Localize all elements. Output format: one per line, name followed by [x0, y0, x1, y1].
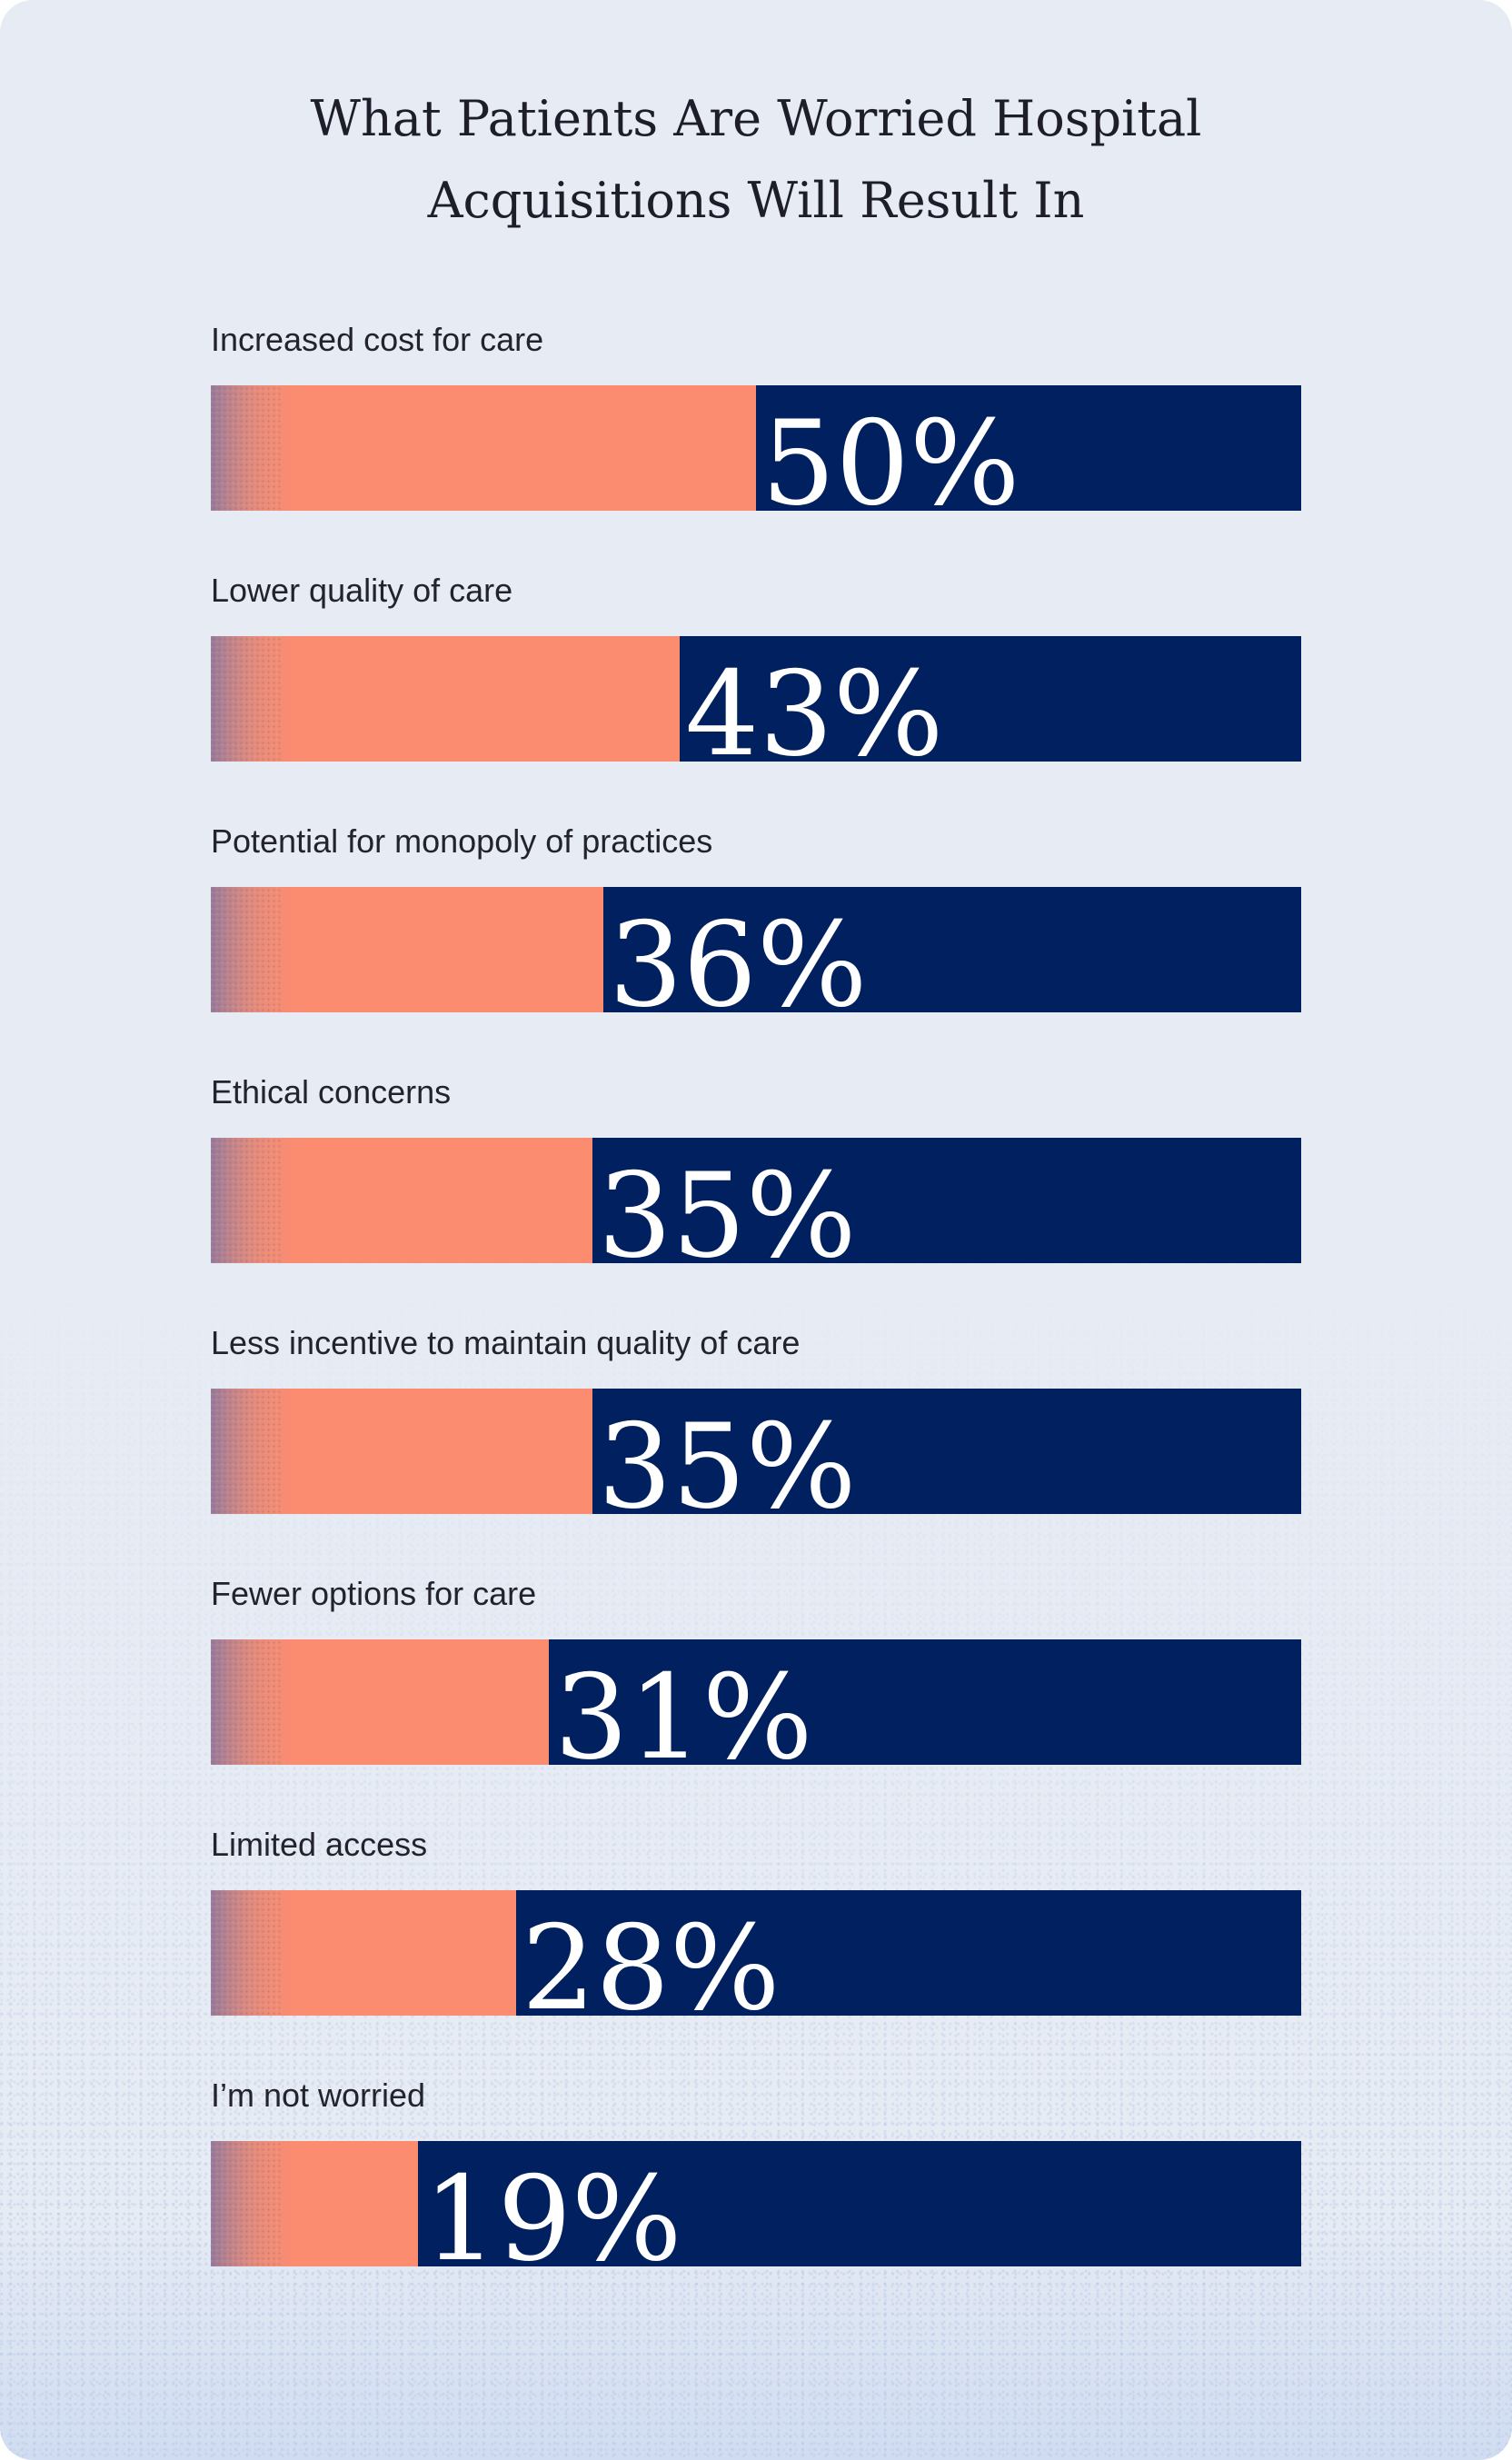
- chart-title-line-1: What Patients Are Worried Hospital: [310, 90, 1202, 147]
- bar-grain-dots: [211, 887, 281, 1012]
- bar-grain-dots: [211, 385, 281, 511]
- bar-grain-dots: [211, 2141, 281, 2266]
- value-label: 50%: [761, 396, 1020, 532]
- value-label: 19%: [423, 2152, 682, 2287]
- bar-group: Fewer options for care 31%: [211, 1575, 1301, 1786]
- value-label: 35%: [598, 1149, 857, 1284]
- category-label: Limited access: [211, 1826, 427, 1863]
- category-label: Lower quality of care: [211, 572, 512, 609]
- value-label: 28%: [522, 1901, 781, 2037]
- category-label: Less incentive to maintain quality of ca…: [211, 1324, 800, 1361]
- category-label: Increased cost for care: [211, 321, 543, 358]
- bar-grain-dots: [211, 1389, 281, 1514]
- bar-grain-dots: [211, 1639, 281, 1765]
- category-label: Fewer options for care: [211, 1575, 536, 1612]
- bar-grain-dots: [211, 1890, 281, 2016]
- category-label: Potential for monopoly of practices: [211, 822, 712, 860]
- value-label: 31%: [554, 1650, 813, 1786]
- bar-group: Limited access 28%: [211, 1826, 1301, 2037]
- bar-grain-dots: [211, 636, 281, 762]
- category-label: Ethical concerns: [211, 1073, 451, 1110]
- value-label: 35%: [598, 1399, 857, 1535]
- bar-group: Ethical concerns 35%: [211, 1073, 1301, 1284]
- bar-group: Less incentive to maintain quality of ca…: [211, 1324, 1301, 1535]
- bar-group: I’m not worried 19%: [211, 2077, 1301, 2287]
- bar-group: Potential for monopoly of practices 36%: [211, 822, 1301, 1033]
- value-label: 36%: [609, 898, 868, 1033]
- bar-grain-dots: [211, 1138, 281, 1263]
- chart-title: What Patients Are Worried Hospital Acqui…: [211, 78, 1301, 242]
- bar-group: Increased cost for care 50%: [211, 321, 1301, 532]
- value-label: 43%: [685, 647, 944, 782]
- bar-group: Lower quality of care 43%: [211, 572, 1301, 782]
- category-label: I’m not worried: [211, 2077, 425, 2114]
- chart-title-line-2: Acquisitions Will Result In: [427, 172, 1085, 229]
